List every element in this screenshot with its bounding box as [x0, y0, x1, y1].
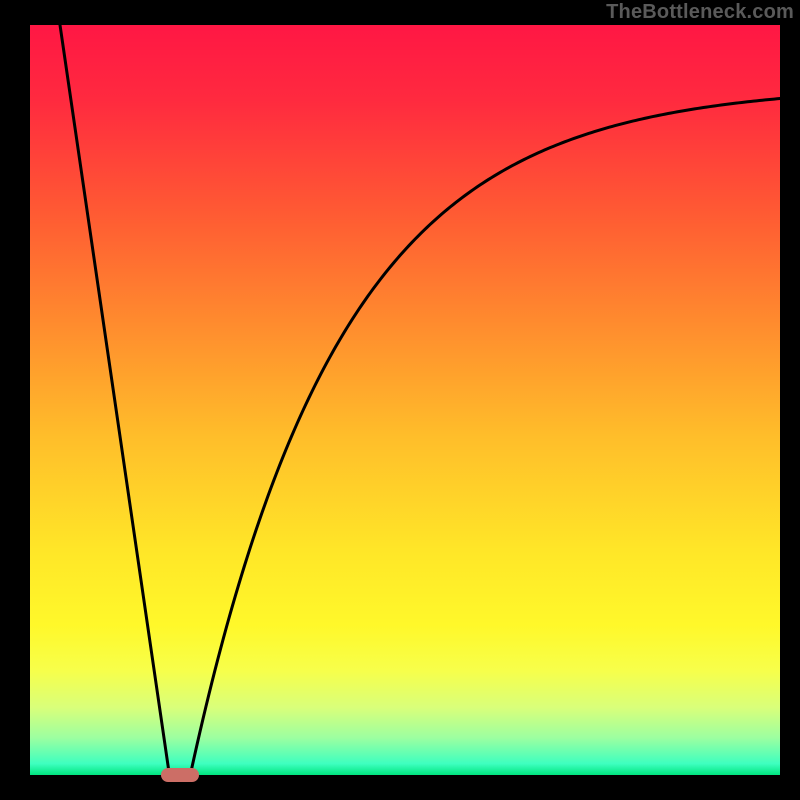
watermark-text: TheBottleneck.com	[606, 1, 794, 24]
plot-area	[30, 25, 780, 775]
chart-container: TheBottleneck.com	[0, 0, 800, 800]
bottleneck-curve	[60, 25, 780, 771]
valley-marker	[161, 768, 199, 782]
curve-layer	[30, 25, 780, 775]
